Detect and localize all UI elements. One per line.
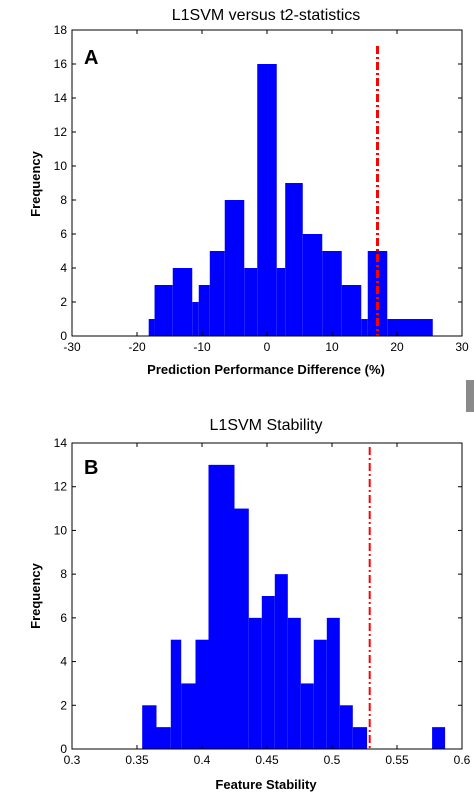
x-tick-label: 0.3 [64,753,81,767]
histogram-bar [313,639,327,749]
histogram-bar [300,683,314,749]
x-tick-label: 10 [325,340,339,354]
y-tick-label: 14 [54,436,68,450]
y-tick-label: 10 [54,523,68,537]
y-tick-label: 8 [60,567,67,581]
histogram-bar [195,639,209,749]
y-tick-label: 14 [54,91,68,105]
y-tick-label: 2 [60,698,67,712]
chart-a-title: L1SVM versus t2-statistics [172,7,361,24]
x-tick-label: 0.55 [385,753,409,767]
y-tick-label: 12 [54,125,68,139]
chart-b-ylabel: Frequency [28,562,43,629]
histogram-bar [234,508,249,749]
chart-b: L1SVM Stability 0.3 0.35 0.4 0.45 0.5 0.55 0.6… [28,417,471,792]
y-tick-label: 0 [60,742,67,756]
chart-a-ylabel: Frequency [28,150,43,217]
histogram-bar [432,727,446,749]
histogram-bar [154,285,173,336]
x-tick-label: 0.45 [255,753,279,767]
histogram-bar [387,319,433,336]
x-tick-label: 0 [264,340,271,354]
histogram-bar [224,200,245,336]
chart-a-ticks: -30 -20 -10 0 10 20 30 0 2 4 6 8 10 12 14 16 18 [54,23,469,354]
y-tick-label: 8 [60,193,67,207]
histogram-bar [198,285,210,336]
chart-a: L1SVM versus t2-statistics -30 -20 -10 0 10 2… [28,7,469,377]
x-tick-label: -20 [128,340,146,354]
histogram-bar [248,617,262,749]
chart-b-ticks: 0.3 0.35 0.4 0.45 0.5 0.55 0.6 0 2 4 6 8 10 12 14 [54,436,471,767]
histogram-bar [274,574,288,749]
histogram-bar [170,639,182,749]
x-tick-label: 20 [390,340,404,354]
y-tick-label: 4 [60,655,67,669]
histogram-bar [322,251,342,336]
histogram-bar [142,705,157,749]
x-tick-label: 30 [455,340,469,354]
histogram-bar [148,319,155,336]
histogram-bar [287,617,301,749]
x-tick-label: 0.6 [454,753,471,767]
y-tick-label: 12 [54,480,68,494]
chart-b-panel-label: B [84,457,98,479]
chart-a-panel-label: A [84,47,98,69]
histogram-bar [244,268,258,336]
histogram-bar [209,251,225,336]
histogram-bar [352,727,368,749]
histogram-bar [341,285,362,336]
y-tick-label: 2 [60,295,67,309]
x-tick-label: -30 [63,340,81,354]
histogram-bar [172,268,193,336]
y-tick-label: 10 [54,159,68,173]
histogram-bar [261,596,275,749]
chart-a-xlabel: Prediction Performance Difference (%) [147,362,385,377]
chart-b-title: L1SVM Stability [210,417,323,434]
y-tick-label: 6 [60,611,67,625]
histogram-bar [192,302,199,336]
x-tick-label: -10 [193,340,211,354]
y-tick-label: 18 [54,23,68,37]
y-tick-label: 6 [60,227,67,241]
histogram-bar [257,64,277,336]
chart-b-bars [142,464,446,749]
y-tick-label: 4 [60,261,67,275]
histogram-bar [302,234,323,336]
x-tick-label: 0.5 [324,753,341,767]
histogram-bar [361,319,368,336]
histogram-bar [285,183,303,336]
scrollbar-thumb[interactable] [466,380,474,412]
x-tick-label: 0.35 [125,753,149,767]
x-tick-label: 0.4 [194,753,211,767]
histogram-bar [326,617,340,749]
histogram-bar [339,705,353,749]
histogram-bar [276,268,286,336]
histogram-bar [181,683,196,749]
chart-b-xlabel: Feature Stability [215,777,317,792]
histogram-bar [208,464,235,749]
y-tick-label: 16 [54,57,68,71]
histogram-bar [156,727,171,749]
chart-a-bars [148,64,433,336]
y-tick-label: 0 [60,329,67,343]
